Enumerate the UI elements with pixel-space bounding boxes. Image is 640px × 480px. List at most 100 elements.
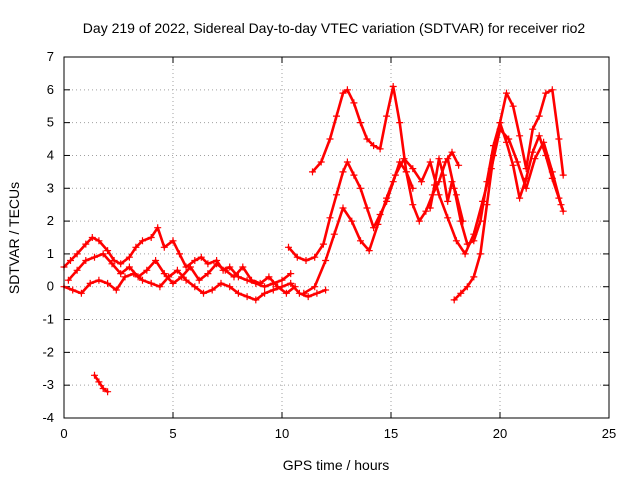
series-late-a xyxy=(450,86,567,304)
data-point xyxy=(559,207,567,215)
series-upper xyxy=(60,224,295,291)
data-point xyxy=(191,257,199,264)
x-tick-label: 25 xyxy=(602,426,616,441)
data-point xyxy=(322,257,330,264)
data-point xyxy=(339,204,347,212)
data-point xyxy=(230,273,238,281)
data-point xyxy=(452,191,460,199)
data-point xyxy=(99,250,107,258)
data-point xyxy=(104,279,112,287)
data-point xyxy=(91,371,98,379)
data-point xyxy=(117,270,125,278)
data-point xyxy=(548,174,556,182)
data-point xyxy=(559,171,567,179)
data-point xyxy=(357,119,364,127)
data-point xyxy=(350,99,358,107)
data-point xyxy=(291,283,299,291)
series-layer xyxy=(60,83,567,396)
data-point xyxy=(112,286,120,294)
data-point xyxy=(483,178,491,186)
data-point xyxy=(439,171,447,179)
data-point xyxy=(64,276,72,284)
data-point xyxy=(426,158,434,166)
data-point xyxy=(461,250,469,258)
data-point xyxy=(160,243,168,251)
y-tick-label: -1 xyxy=(42,312,54,327)
plot-frame xyxy=(63,56,610,419)
data-point xyxy=(503,89,510,97)
data-point xyxy=(444,155,452,163)
data-point xyxy=(402,168,410,176)
data-point xyxy=(343,158,351,166)
data-point xyxy=(285,243,292,251)
data-point xyxy=(125,263,133,271)
data-point xyxy=(217,279,225,287)
y-tick-label: 6 xyxy=(47,82,54,97)
data-point xyxy=(431,181,439,189)
data-point xyxy=(121,273,129,281)
data-point xyxy=(396,119,404,127)
data-point xyxy=(343,86,351,94)
data-point xyxy=(339,89,347,97)
x-tick-label: 0 xyxy=(60,426,67,441)
data-point xyxy=(261,289,269,297)
data-point xyxy=(117,260,125,268)
data-point xyxy=(197,253,205,261)
data-point xyxy=(330,230,338,238)
data-point xyxy=(459,217,467,225)
data-point xyxy=(426,204,434,212)
data-point xyxy=(156,283,164,291)
data-point xyxy=(470,237,478,245)
data-point xyxy=(154,224,162,232)
x-tick-label: 20 xyxy=(493,426,507,441)
data-point xyxy=(287,270,295,278)
data-point xyxy=(287,279,295,287)
data-point xyxy=(509,102,517,110)
data-point xyxy=(339,168,347,176)
data-point xyxy=(300,289,308,297)
data-point xyxy=(269,286,277,294)
data-point xyxy=(376,145,384,153)
series-late-b xyxy=(444,119,567,248)
data-point xyxy=(82,257,90,264)
data-point xyxy=(200,289,207,297)
data-point xyxy=(282,289,290,297)
data-point xyxy=(319,240,327,248)
tick-layer: 0 5 10 15 20 25 -4 -3 -2 -1 0 1 2 3 4 5 6 7 xyxy=(42,49,616,441)
data-point xyxy=(88,234,96,241)
data-point xyxy=(435,191,443,199)
data-point xyxy=(191,283,199,291)
data-point xyxy=(400,155,408,163)
data-point xyxy=(274,283,282,291)
data-point xyxy=(256,279,264,287)
data-point xyxy=(490,142,497,150)
x-tick-label: 10 xyxy=(275,426,289,441)
data-point xyxy=(357,184,364,192)
data-point xyxy=(548,86,556,94)
data-point xyxy=(173,266,181,274)
data-point xyxy=(243,293,251,301)
data-point xyxy=(348,217,356,225)
data-point xyxy=(182,276,190,284)
data-point xyxy=(293,253,301,261)
data-point xyxy=(374,220,382,228)
series-late-c xyxy=(426,155,467,225)
data-point xyxy=(134,273,142,281)
data-point xyxy=(496,119,504,127)
data-point xyxy=(169,237,177,245)
series-rise-c xyxy=(300,125,565,297)
data-point xyxy=(326,135,334,143)
data-point xyxy=(529,125,537,133)
data-point xyxy=(226,283,234,291)
data-point xyxy=(226,263,234,271)
y-tick-label: 3 xyxy=(47,180,54,195)
data-point xyxy=(531,155,539,163)
data-point xyxy=(415,217,423,225)
y-axis-label: SDTVAR / TECUs xyxy=(6,182,22,294)
data-point xyxy=(73,266,81,274)
data-point xyxy=(391,171,399,179)
data-point xyxy=(555,135,563,143)
data-point xyxy=(363,135,371,143)
data-point xyxy=(125,253,133,261)
data-point xyxy=(322,286,330,294)
